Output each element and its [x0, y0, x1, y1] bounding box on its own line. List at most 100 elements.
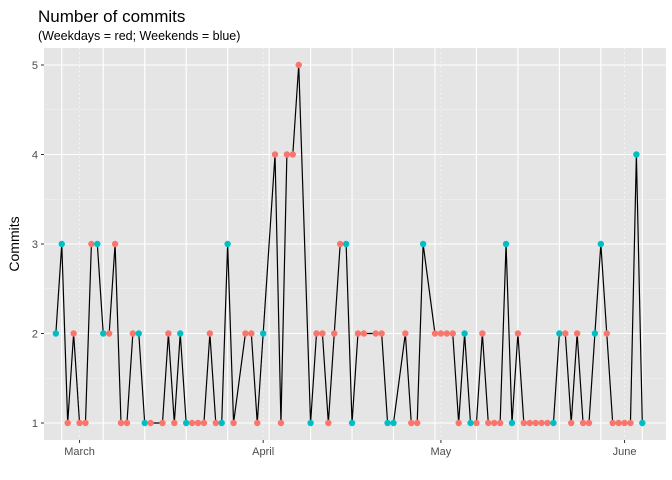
y-axis-title: Commits — [6, 216, 22, 271]
data-point-weekend — [461, 330, 468, 337]
data-point-weekday — [283, 151, 291, 158]
data-point-weekday — [455, 419, 462, 427]
data-point-weekday — [123, 419, 131, 427]
data-point-weekend — [639, 419, 646, 427]
data-point-weekday — [485, 419, 492, 427]
data-point-weekday — [414, 419, 421, 427]
data-point-weekday — [526, 419, 533, 427]
y-axis: 1 2 3 4 5 — [32, 60, 44, 430]
data-point-weekday — [360, 330, 368, 337]
data-point-weekend — [141, 419, 148, 427]
chart-subtitle: (Weekdays = red; Weekends = blue) — [38, 29, 240, 43]
data-point-weekday — [159, 419, 166, 427]
data-point-weekday — [562, 330, 569, 337]
data-point-weekday — [431, 330, 439, 337]
data-point-weekday — [295, 61, 302, 69]
data-point-weekday — [206, 330, 214, 337]
data-point-weekend — [224, 240, 231, 248]
data-point-weekend — [467, 419, 474, 427]
data-point-weekday — [117, 419, 125, 427]
y-tick-label: 1 — [32, 418, 38, 430]
data-point-weekday — [336, 240, 344, 248]
x-tick-label: May — [431, 446, 452, 458]
data-point-weekday — [194, 419, 202, 427]
data-point-weekday — [313, 330, 320, 337]
data-point-weekday — [171, 419, 178, 427]
data-point-weekday — [544, 419, 551, 427]
chart-title: Number of commits — [38, 7, 185, 26]
data-point-weekend — [556, 330, 563, 337]
data-point-weekday — [621, 419, 628, 427]
data-point-weekend — [218, 419, 225, 427]
data-point-weekend — [508, 419, 516, 427]
data-point-weekday — [408, 419, 415, 427]
data-point-weekend — [633, 151, 640, 158]
data-point-weekend — [307, 419, 314, 427]
y-tick-label: 3 — [32, 239, 38, 251]
data-point-weekday — [496, 419, 504, 427]
data-point-weekend — [419, 240, 427, 248]
data-point-weekday — [105, 330, 113, 337]
data-point-weekday — [603, 330, 610, 337]
data-point-weekday — [354, 330, 362, 337]
data-point-weekday — [473, 419, 480, 427]
data-point-weekday — [372, 330, 379, 337]
x-tick-label: June — [613, 446, 637, 458]
data-point-weekend — [100, 330, 107, 337]
data-point-weekday — [111, 240, 119, 248]
data-point-weekend — [502, 240, 510, 248]
data-point-weekend — [384, 419, 391, 427]
data-point-weekday — [568, 419, 575, 427]
data-point-weekend — [177, 330, 184, 337]
data-point-weekday — [491, 419, 498, 427]
x-axis: March April May June — [64, 440, 636, 458]
data-point-weekday — [520, 419, 528, 427]
data-point-weekday — [609, 419, 616, 427]
data-point-weekday — [212, 419, 219, 427]
data-point-weekday — [271, 151, 279, 158]
data-point-weekday — [479, 330, 486, 337]
data-point-weekday — [165, 330, 172, 337]
data-point-weekday — [331, 330, 338, 337]
y-tick-label: 5 — [32, 60, 38, 72]
data-point-weekday — [254, 419, 261, 427]
data-point-weekday — [82, 419, 89, 427]
y-tick-label: 2 — [32, 328, 38, 340]
data-point-weekday — [147, 419, 154, 427]
data-point-weekend — [58, 240, 65, 248]
data-point-weekday — [573, 330, 581, 337]
data-point-weekday — [70, 330, 77, 337]
data-point-weekday — [88, 240, 95, 248]
data-point-weekday — [64, 419, 71, 427]
data-point-weekend — [259, 330, 267, 337]
data-point-weekday — [277, 419, 285, 427]
grid-minor — [44, 48, 666, 440]
data-point-weekday — [129, 330, 137, 337]
points-group — [52, 61, 646, 427]
data-point-weekend — [52, 330, 60, 337]
data-point-weekday — [325, 419, 332, 427]
data-point-weekend — [597, 240, 605, 248]
data-point-weekday — [230, 419, 237, 427]
data-point-weekday — [627, 419, 634, 427]
data-point-weekend — [135, 330, 142, 337]
data-point-weekday — [532, 419, 539, 427]
data-point-weekday — [443, 330, 451, 337]
data-point-weekday — [437, 330, 445, 337]
data-point-weekday — [402, 330, 409, 337]
data-point-weekday — [378, 330, 385, 337]
x-tick-label: April — [252, 446, 274, 458]
data-point-weekend — [342, 240, 350, 248]
data-point-weekend — [550, 419, 557, 427]
data-point-weekend — [94, 240, 101, 248]
data-point-weekday — [319, 330, 326, 337]
data-point-weekend — [390, 419, 397, 427]
data-point-weekday — [200, 419, 208, 427]
data-point-weekday — [289, 151, 296, 158]
data-point-weekday — [76, 419, 83, 427]
data-point-weekday — [188, 419, 196, 427]
data-point-weekend — [182, 419, 190, 427]
data-point-weekday — [248, 330, 255, 337]
data-point-weekday — [538, 419, 545, 427]
